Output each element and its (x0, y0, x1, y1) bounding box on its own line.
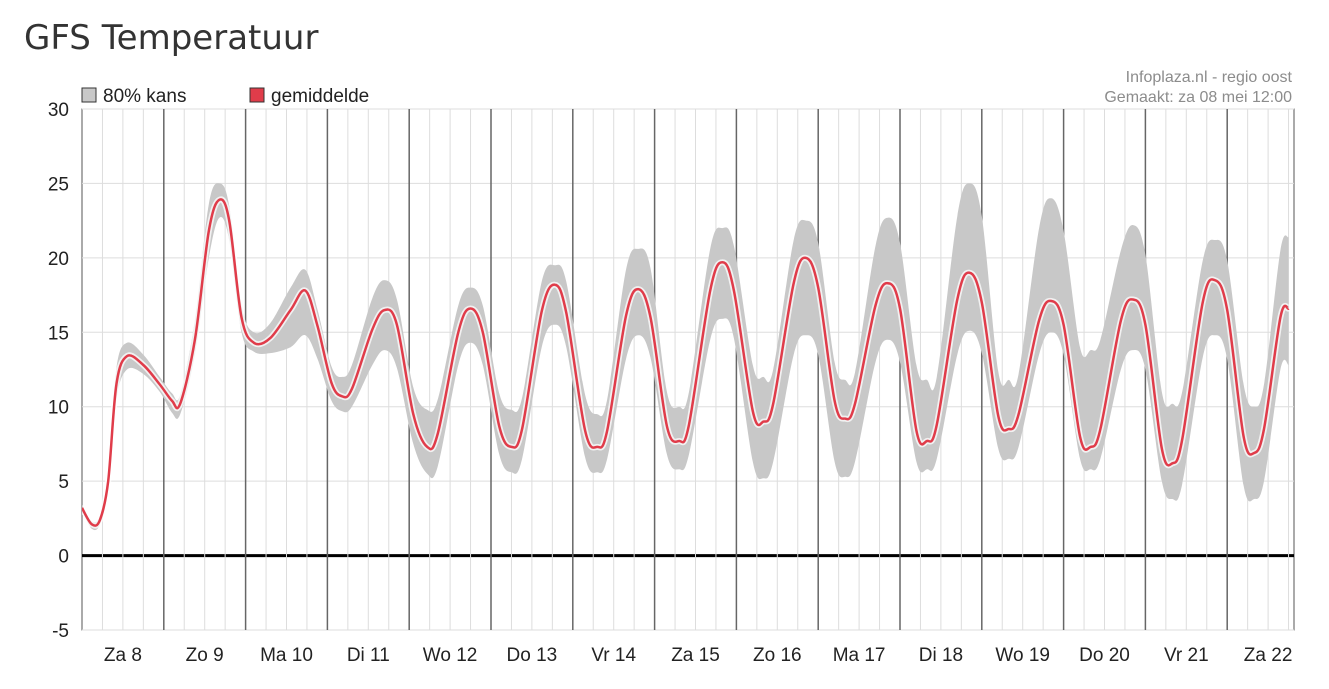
x-tick-label: Do 20 (1079, 645, 1130, 666)
y-tick-label: 25 (48, 174, 69, 195)
credit-created: Gemaakt: za 08 mei 12:00 (1104, 89, 1292, 106)
y-tick-label: 0 (58, 547, 69, 568)
page-title: GFS Temperatuur (24, 18, 319, 58)
legend-swatch-mean (249, 87, 265, 103)
x-tick-label: Zo 16 (753, 645, 802, 666)
y-tick-label: -5 (52, 621, 69, 642)
x-tick-label: Vr 14 (591, 645, 636, 666)
x-tick-label: Vr 21 (1164, 645, 1209, 666)
y-tick-label: 30 (48, 100, 69, 121)
axis-labels: -5 0 5 10 15 20 25 30 Za 8 Zo 9 Ma 10 Di 11 Wo 12 Do … (48, 100, 1293, 666)
y-tick-label: 15 (48, 323, 69, 344)
legend: 80% kans gemiddelde (81, 86, 369, 107)
legend-swatch-band (81, 87, 97, 103)
x-tick-label: Wo 12 (423, 645, 478, 666)
x-tick-label: Zo 9 (186, 645, 224, 666)
y-tick-label: 20 (48, 249, 69, 270)
credit-source: Infoplaza.nl - regio oost (1126, 69, 1293, 86)
confidence-band-80 (82, 183, 1289, 531)
confidence-band-layer (82, 183, 1289, 531)
x-tick-label: Za 15 (671, 645, 720, 666)
x-tick-label: Di 18 (919, 645, 963, 666)
mean-temperature-line (82, 198, 1290, 527)
x-tick-label: Za 8 (104, 645, 142, 666)
chart-credit: Infoplaza.nl - regio oost Gemaakt: za 08… (1104, 69, 1292, 106)
y-tick-label: 5 (58, 472, 69, 493)
x-tick-label: Za 22 (1244, 645, 1293, 666)
x-tick-label: Do 13 (507, 645, 558, 666)
x-tick-label: Wo 19 (995, 645, 1050, 666)
x-tick-label: Ma 17 (833, 645, 886, 666)
mean-line-layer (82, 196, 1292, 529)
x-tick-label: Di 11 (347, 645, 390, 666)
legend-label-mean: gemiddelde (271, 86, 369, 107)
x-tick-label: Ma 10 (260, 645, 313, 666)
legend-label-band: 80% kans (103, 86, 186, 107)
y-tick-label: 10 (48, 398, 69, 419)
